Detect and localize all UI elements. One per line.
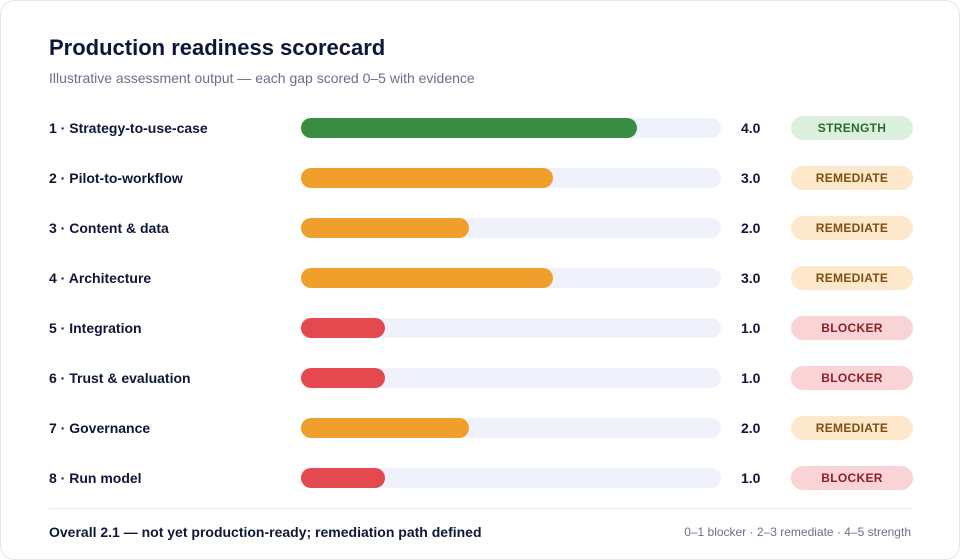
score-bar (301, 318, 385, 338)
status-badge: REMEDIATE (791, 266, 913, 290)
score-bar-track (301, 268, 721, 288)
row-label: 5 · Integration (49, 320, 142, 336)
status-badge: BLOCKER (791, 366, 913, 390)
score-value: 1.0 (741, 320, 761, 336)
row-label: 7 · Governance (49, 420, 151, 436)
score-row: 8 · Run model 1.0 BLOCKER (1, 465, 960, 491)
score-bar (301, 468, 385, 488)
score-bar-track (301, 368, 721, 388)
score-bar (301, 218, 469, 238)
status-badge: BLOCKER (791, 466, 913, 490)
score-bar (301, 118, 637, 138)
score-value: 4.0 (741, 120, 761, 136)
score-bar (301, 418, 469, 438)
row-label: 4 · Architecture (49, 270, 152, 286)
row-label: 6 · Trust & evaluation (49, 370, 191, 386)
page-title: Production readiness scorecard (49, 35, 386, 60)
score-bar-track (301, 318, 721, 338)
row-label: 3 · Content & data (49, 220, 169, 236)
footer-divider (49, 508, 913, 509)
row-label: 8 · Run model (49, 470, 142, 486)
status-badge: REMEDIATE (791, 216, 913, 240)
score-value: 3.0 (741, 170, 761, 186)
status-badge: STRENGTH (791, 116, 913, 140)
score-bar-track (301, 468, 721, 488)
score-row: 7 · Governance 2.0 REMEDIATE (1, 415, 960, 441)
score-value: 3.0 (741, 270, 761, 286)
score-row: 3 · Content & data 2.0 REMEDIATE (1, 215, 960, 241)
status-badge: BLOCKER (791, 316, 913, 340)
score-value: 2.0 (741, 420, 761, 436)
score-bar-track (301, 418, 721, 438)
score-row: 1 · Strategy-to-use-case 4.0 STRENGTH (1, 115, 960, 141)
score-bar-track (301, 218, 721, 238)
score-value: 1.0 (741, 470, 761, 486)
status-badge: REMEDIATE (791, 166, 913, 190)
score-row: 2 · Pilot-to-workflow 3.0 REMEDIATE (1, 165, 960, 191)
row-label: 2 · Pilot-to-workflow (49, 170, 183, 186)
score-row: 5 · Integration 1.0 BLOCKER (1, 315, 960, 341)
score-bar (301, 268, 553, 288)
score-bar (301, 168, 553, 188)
score-legend: 0–1 blocker · 2–3 remediate · 4–5 streng… (684, 525, 911, 539)
page-subtitle: Illustrative assessment output — each ga… (49, 70, 475, 86)
score-bar-track (301, 168, 721, 188)
score-bar (301, 368, 385, 388)
score-bar-track (301, 118, 721, 138)
score-row: 4 · Architecture 3.0 REMEDIATE (1, 265, 960, 291)
score-value: 1.0 (741, 370, 761, 386)
score-row: 6 · Trust & evaluation 1.0 BLOCKER (1, 365, 960, 391)
row-label: 1 · Strategy-to-use-case (49, 120, 208, 136)
score-value: 2.0 (741, 220, 761, 236)
overall-summary: Overall 2.1 — not yet production-ready; … (49, 524, 482, 540)
status-badge: REMEDIATE (791, 416, 913, 440)
